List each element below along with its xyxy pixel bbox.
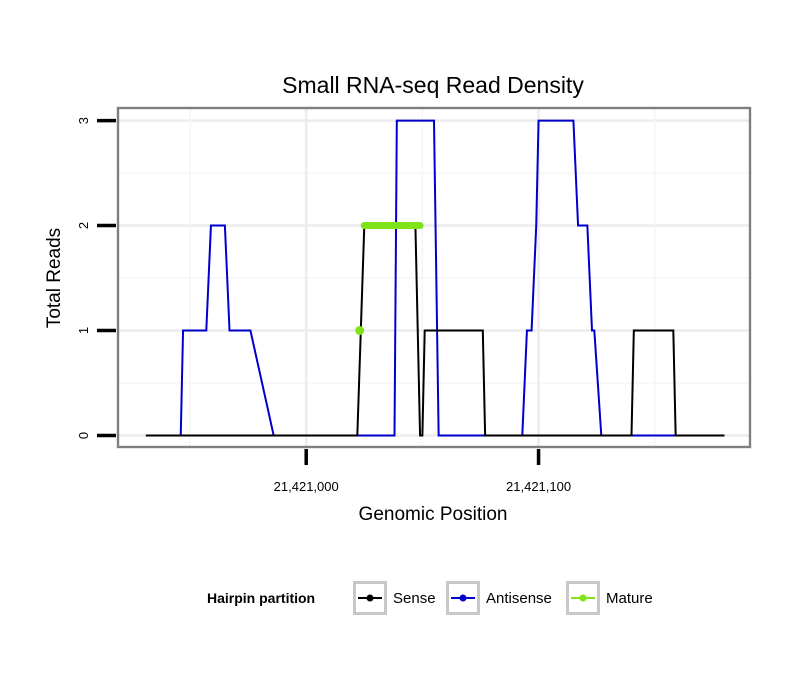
plot-panel-border <box>116 106 752 449</box>
legend-label-mature: Mature <box>606 590 653 607</box>
mature-point <box>355 326 365 336</box>
legend-label-antisense: Antisense <box>486 590 552 607</box>
x-axis-title: Genomic Position <box>359 504 508 525</box>
y-tick-label: 3 <box>76 117 91 124</box>
y-tick-label: 0 <box>76 432 91 439</box>
legend: Hairpin partition Sense Antisense Mature <box>207 581 653 615</box>
series-layer <box>145 119 725 437</box>
legend-label-sense: Sense <box>393 590 436 607</box>
y-tick-label: 1 <box>76 327 91 334</box>
y-tick-label: 2 <box>76 222 91 229</box>
x-tick-label: 21,421,100 <box>506 479 571 494</box>
legend-keys: Sense Antisense Mature <box>353 581 653 615</box>
legend-key-dot-antisense <box>459 594 467 602</box>
y-axis-ticks: 0 1 2 3 <box>76 117 116 439</box>
x-tick-label: 21,421,000 <box>274 479 339 494</box>
y-axis-title: Total Reads <box>44 228 65 328</box>
antisense-series-line <box>145 119 725 437</box>
legend-key-dot-mature <box>579 594 587 602</box>
chart-title: Small RNA-seq Read Density <box>282 72 584 98</box>
x-axis-ticks: 21,421,000 21,421,100 <box>274 449 571 494</box>
legend-title: Hairpin partition <box>207 590 315 606</box>
legend-key-dot-sense <box>366 594 374 602</box>
